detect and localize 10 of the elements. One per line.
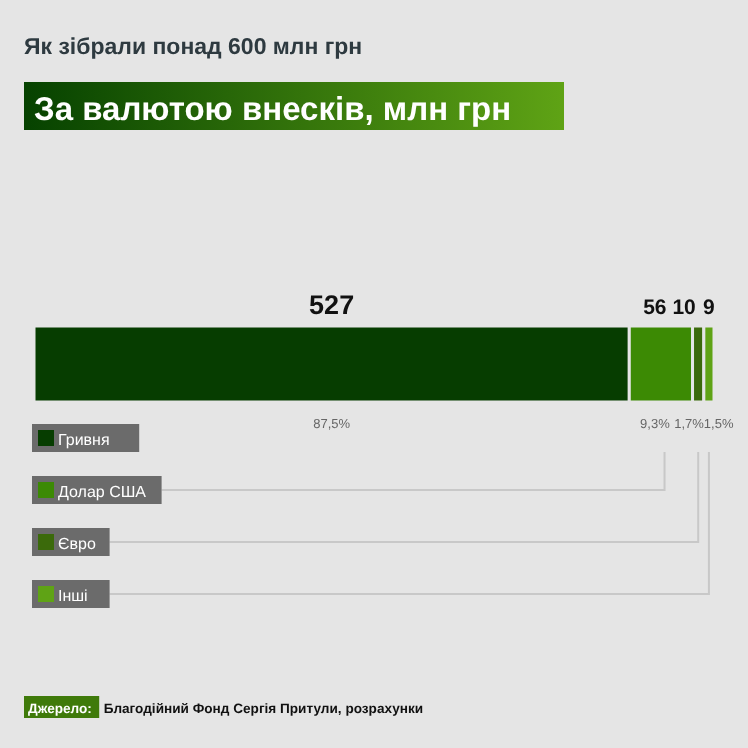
series-label: Гривня: [58, 431, 110, 449]
chart-subtitle: За валютою внесків, млн грн: [34, 92, 512, 128]
legend-label: Долар США: [58, 483, 148, 501]
data-label: 10: [672, 296, 697, 320]
legend-label: Євро: [58, 535, 97, 553]
data-label: 9: [703, 296, 716, 320]
legend-label: Інші: [58, 587, 89, 605]
chart-title: Як зібрали понад 600 млн грн: [24, 36, 363, 60]
data-label: 527: [309, 290, 355, 320]
data-label: 56: [643, 296, 667, 320]
